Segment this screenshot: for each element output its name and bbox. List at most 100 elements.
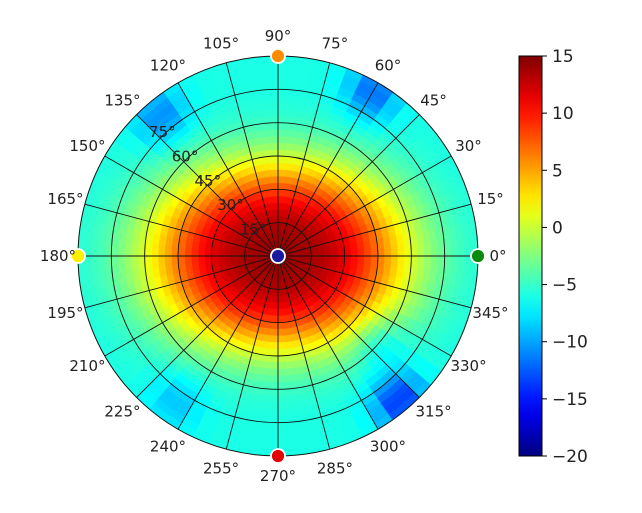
heat-cell xyxy=(271,315,279,323)
heat-cell xyxy=(277,202,283,210)
heat-cell xyxy=(423,255,432,270)
colorbar-tick-label: −15 xyxy=(552,390,588,410)
heat-cell xyxy=(84,255,93,274)
heat-cell xyxy=(171,255,179,266)
theta-tick-label: 240° xyxy=(150,438,186,456)
theta-tick-label: 165° xyxy=(47,190,83,208)
heat-cell xyxy=(383,255,392,267)
theta-tick-label: 300° xyxy=(370,438,406,456)
heat-cell xyxy=(277,122,290,131)
heat-cell xyxy=(271,189,279,197)
theta-tick-label: 15° xyxy=(477,190,504,208)
heat-cell xyxy=(277,215,282,224)
angular-grid-line xyxy=(277,203,472,257)
theta-tick-label: 330° xyxy=(450,357,486,375)
heat-cell xyxy=(197,255,206,264)
heat-cell xyxy=(262,421,279,430)
heat-cell xyxy=(217,245,226,252)
angular-grid-line xyxy=(277,62,331,257)
heat-cell xyxy=(277,401,292,410)
angular-grid-line xyxy=(225,255,279,450)
heat-cell xyxy=(171,246,179,257)
colorbar-gradient xyxy=(518,55,543,457)
heat-cell xyxy=(344,255,352,263)
heat-cell xyxy=(423,242,432,257)
heat-cell xyxy=(267,308,274,317)
point-marker xyxy=(270,448,286,464)
theta-tick-label: 255° xyxy=(203,460,239,478)
angular-grid-line xyxy=(277,255,420,398)
heat-cell xyxy=(397,255,405,268)
heat-cell xyxy=(336,260,345,268)
heat-cell xyxy=(277,408,293,417)
heat-cell xyxy=(268,355,279,363)
heat-cell xyxy=(430,255,439,271)
heat-cell xyxy=(277,109,292,117)
heat-cell xyxy=(211,255,219,263)
heat-cell xyxy=(277,428,295,437)
heat-cell xyxy=(197,248,206,257)
heat-cell xyxy=(277,421,294,430)
heat-cell xyxy=(97,255,106,273)
radial-tick-label: 15° xyxy=(240,221,267,239)
heat-cell xyxy=(277,95,293,104)
heat-cell xyxy=(269,342,279,350)
heat-cell xyxy=(277,62,296,71)
point-marker xyxy=(270,48,286,64)
heat-cell xyxy=(377,255,385,266)
heat-cell xyxy=(267,368,279,377)
heat-cell xyxy=(265,115,279,124)
theta-tick-label: 225° xyxy=(104,403,140,421)
heat-cell xyxy=(277,129,290,137)
heat-cell xyxy=(269,162,279,170)
heat-cell xyxy=(277,335,286,343)
heat-cell xyxy=(370,246,379,257)
heat-cell xyxy=(277,388,291,397)
heat-cell xyxy=(104,240,113,257)
heat-cell xyxy=(263,327,272,337)
heat-cell xyxy=(310,255,319,260)
heat-cell xyxy=(277,82,294,91)
heat-cell xyxy=(177,255,186,266)
heat-cell xyxy=(151,244,159,257)
heat-cell xyxy=(144,255,153,268)
theta-tick-label: 60° xyxy=(375,56,402,74)
heat-cell xyxy=(266,375,279,383)
heat-cell xyxy=(282,189,290,198)
heat-cell xyxy=(417,255,425,270)
heat-cell xyxy=(271,322,279,330)
heat-cell xyxy=(344,249,352,257)
colorbar-ticks: 15 10 5 0 −5 −10 −15 −20 xyxy=(542,47,588,467)
angular-grid-line xyxy=(277,255,452,357)
heat-cell xyxy=(137,255,146,269)
heat-cell xyxy=(211,244,220,252)
heat-cell xyxy=(91,239,99,257)
heat-cell xyxy=(410,243,419,257)
heat-cell xyxy=(267,142,279,151)
angular-grid-line xyxy=(84,255,279,309)
heat-cell xyxy=(390,255,399,267)
heat-cell xyxy=(237,252,246,257)
theta-tick-label: 30° xyxy=(455,137,482,155)
heat-cell xyxy=(157,245,166,257)
theta-tick-label: 135° xyxy=(104,91,140,109)
heat-cell xyxy=(231,251,239,257)
heat-cell xyxy=(84,238,93,257)
heat-cell xyxy=(277,328,286,337)
colorbar-tick-label: 15 xyxy=(552,47,574,67)
heat-cell xyxy=(262,82,279,91)
radial-tick-label: 45° xyxy=(195,172,222,190)
heat-cell xyxy=(264,109,279,117)
heat-cell xyxy=(144,244,153,257)
heat-cell xyxy=(273,295,279,303)
heat-cell xyxy=(224,251,232,257)
heat-cell xyxy=(430,241,439,257)
colorbar-tick-label: −20 xyxy=(552,447,588,467)
theta-tick-label: 270° xyxy=(260,467,296,485)
heat-cell xyxy=(261,75,279,84)
heat-cell xyxy=(443,255,452,272)
heat-cell xyxy=(91,255,99,273)
heat-cell xyxy=(330,260,339,267)
heat-cell xyxy=(263,89,279,97)
heat-cell xyxy=(277,75,295,84)
